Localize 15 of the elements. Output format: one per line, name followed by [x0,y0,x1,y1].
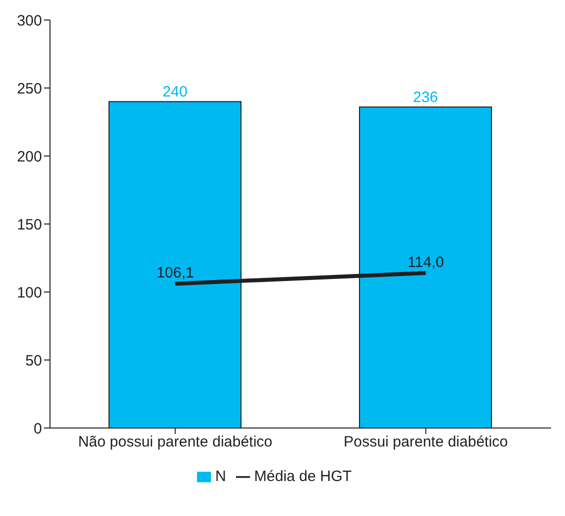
legend-label: N [215,468,226,485]
y-tick-label: 150 [16,216,42,234]
data-label: 240 [162,84,188,101]
x-tick-label: Não possui parente diabético [78,434,272,451]
y-tick-label: 250 [16,80,42,98]
y-tick-label: 300 [16,12,42,30]
y-tick-label: 50 [25,352,42,370]
y-tick-label: 200 [16,148,42,166]
data-label: 114,0 [408,254,444,271]
x-tick-label: Possui parente diabético [344,434,508,451]
data-label: 236 [412,89,438,106]
y-tick-label: 100 [16,284,42,302]
legend-label: Média de HGT [254,468,352,485]
data-label: 106,1 [156,264,194,282]
y-tick-label: 0 [34,420,42,438]
